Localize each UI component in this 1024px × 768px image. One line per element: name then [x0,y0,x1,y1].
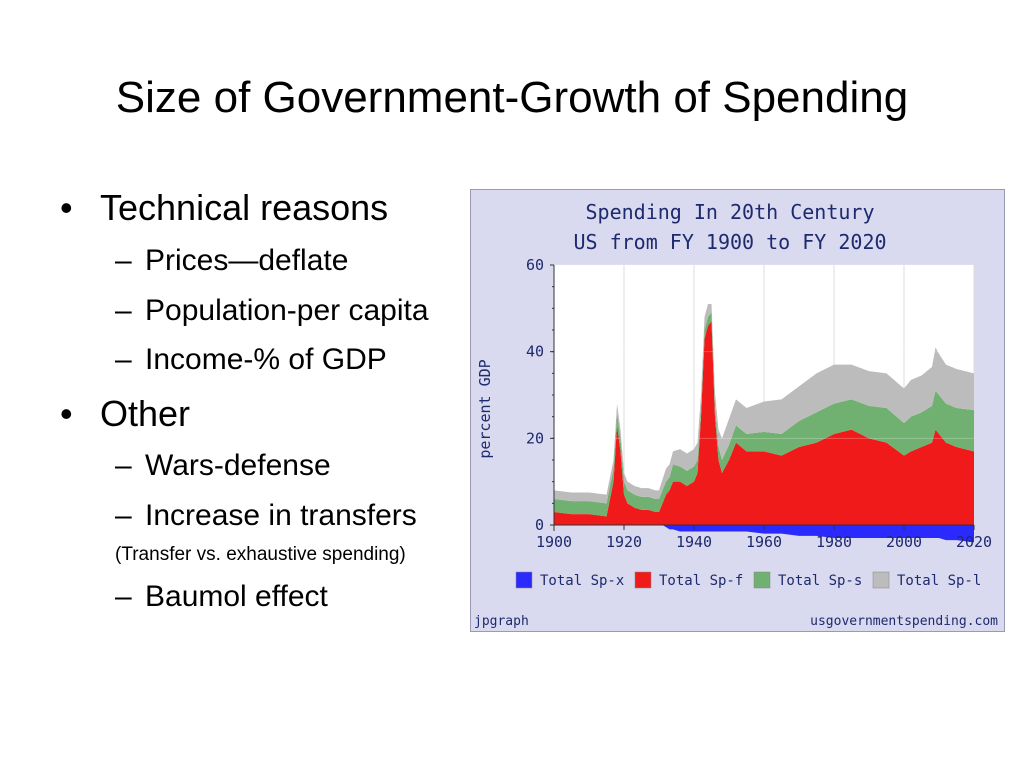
x-tick-label: 1920 [606,533,642,551]
y-tick-label: 40 [526,343,544,361]
sub-bullet-transfers: – Increase in transfers [115,498,417,534]
sub-bullet-text: Population-per capita [145,294,429,327]
bullet-technical-reasons: • Technical reasons [60,186,388,230]
dash-marker: – [115,343,132,376]
x-tick-label: 1980 [816,533,852,551]
sub-bullet-text: Prices—deflate [145,244,349,277]
area-total-sp-f [554,321,974,525]
dash-marker: – [115,499,132,532]
area-total-sp-l [554,304,974,504]
chart-subtitle: US from FY 1900 to FY 2020 [573,230,886,254]
sub-bullet-income: – Income-% of GDP [115,342,387,378]
legend-label: Total Sp-x [540,573,624,589]
legend-swatch [872,571,890,589]
legend-label: Total Sp-s [778,573,862,589]
y-tick-label: 60 [526,256,544,274]
dash-marker: – [115,294,132,327]
dash-marker: – [115,449,132,482]
sub-bullet-baumol: – Baumol effect [115,579,328,615]
y-tick-label: 0 [535,516,544,534]
chart-footer-right: usgovernmentspending.com [810,614,998,629]
legend-swatch [753,571,771,589]
note-transfer-vs-exhaustive: (Transfer vs. exhaustive spending) [115,544,406,565]
y-tick-label: 20 [526,429,544,447]
bullet-text: Technical reasons [100,187,389,228]
sub-bullet-text: Increase in transfers [145,499,417,532]
x-tick-label: 1960 [746,533,782,551]
sub-bullet-text: Income-% of GDP [145,343,387,376]
bullet-text: Other [100,393,191,434]
sub-bullet-population: – Population-per capita [115,293,429,329]
bullet-dot: • [60,187,73,228]
x-tick-label: 2020 [956,533,992,551]
chart-footer-left: jpgraph [474,614,529,629]
x-tick-label: 1940 [676,533,712,551]
y-axis-label: percent GDP [476,359,494,458]
area-total-sp-s [554,312,974,517]
sub-bullet-prices: – Prices—deflate [115,243,348,279]
dash-marker: – [115,580,132,613]
bullet-dot: • [60,393,73,434]
sub-bullet-text: Baumol effect [145,580,328,613]
bullet-other: • Other [60,392,190,436]
spending-chart-svg: Spending In 20th Century US from FY 1900… [470,189,1005,632]
chart-title: Spending In 20th Century [586,200,875,224]
sub-bullet-wars: – Wars-defense [115,448,331,484]
chart-legend: Total Sp-x Total Sp-f Total Sp-s Total Sp-l [515,571,981,589]
legend-swatch [515,571,533,589]
legend-label: Total Sp-l [897,573,981,589]
x-tick-label: 1900 [536,533,572,551]
legend-swatch [634,571,652,589]
area-total-sp-x [554,525,974,543]
x-tick-label: 2000 [886,533,922,551]
spending-chart: Spending In 20th Century US from FY 1900… [470,189,1005,632]
dash-marker: – [115,244,132,277]
legend-label: Total Sp-f [659,573,743,589]
sub-bullet-text: Wars-defense [145,449,331,482]
slide-title: Size of Government-Growth of Spending [115,73,909,122]
